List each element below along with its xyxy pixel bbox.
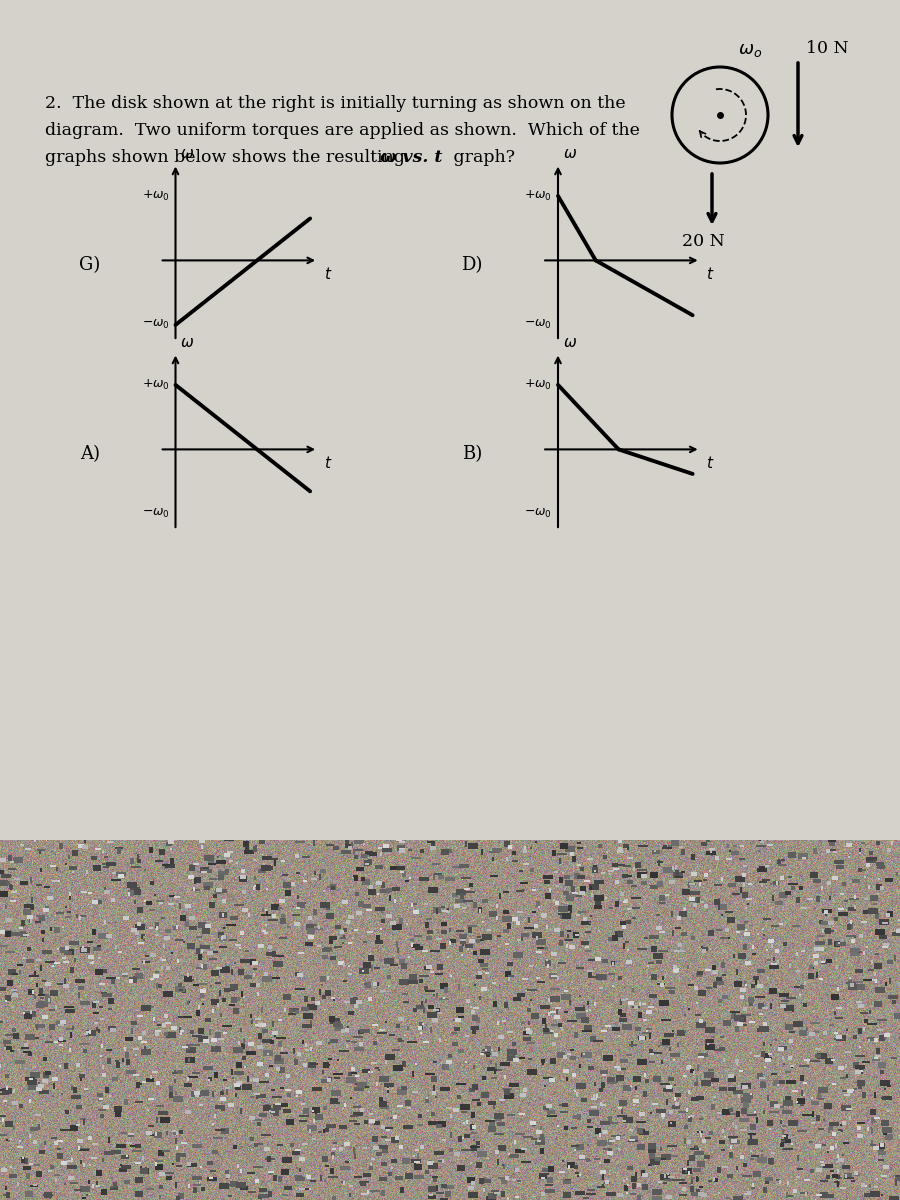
Text: $+\omega_0$: $+\omega_0$ [524,188,552,203]
Text: 20 N: 20 N [682,233,725,250]
Text: diagram.  Two uniform torques are applied as shown.  Which of the: diagram. Two uniform torques are applied… [45,122,640,139]
Text: $-\omega_0$: $-\omega_0$ [524,318,552,331]
Text: $\omega$: $\omega$ [181,336,194,350]
Text: 2.  The disk shown at the right is initially turning as shown on the: 2. The disk shown at the right is initia… [45,95,625,112]
Text: $t$: $t$ [706,266,715,282]
Text: 10 N: 10 N [806,40,849,56]
Text: $t$: $t$ [324,266,332,282]
Text: $t$: $t$ [706,456,715,472]
Text: $+\omega_0$: $+\omega_0$ [141,378,169,392]
Text: B): B) [463,445,482,463]
Text: ω vs. t: ω vs. t [380,149,443,166]
Text: $\omega$: $\omega$ [563,146,577,161]
Text: $+\omega_0$: $+\omega_0$ [141,188,169,203]
Text: $\omega_o$: $\omega_o$ [738,41,762,59]
Text: $+\omega_0$: $+\omega_0$ [524,378,552,392]
Text: $t$: $t$ [324,456,332,472]
Text: $\omega$: $\omega$ [563,336,577,350]
Text: G): G) [79,257,100,275]
Text: D): D) [462,257,482,275]
Text: $\omega$: $\omega$ [181,146,194,161]
Text: graph?: graph? [448,149,515,166]
Text: A): A) [80,445,100,463]
Text: $-\omega_0$: $-\omega_0$ [524,508,552,521]
Text: $-\omega_0$: $-\omega_0$ [141,508,169,521]
Text: graphs shown below shows the resulting: graphs shown below shows the resulting [45,149,410,166]
Text: $-\omega_0$: $-\omega_0$ [141,318,169,331]
